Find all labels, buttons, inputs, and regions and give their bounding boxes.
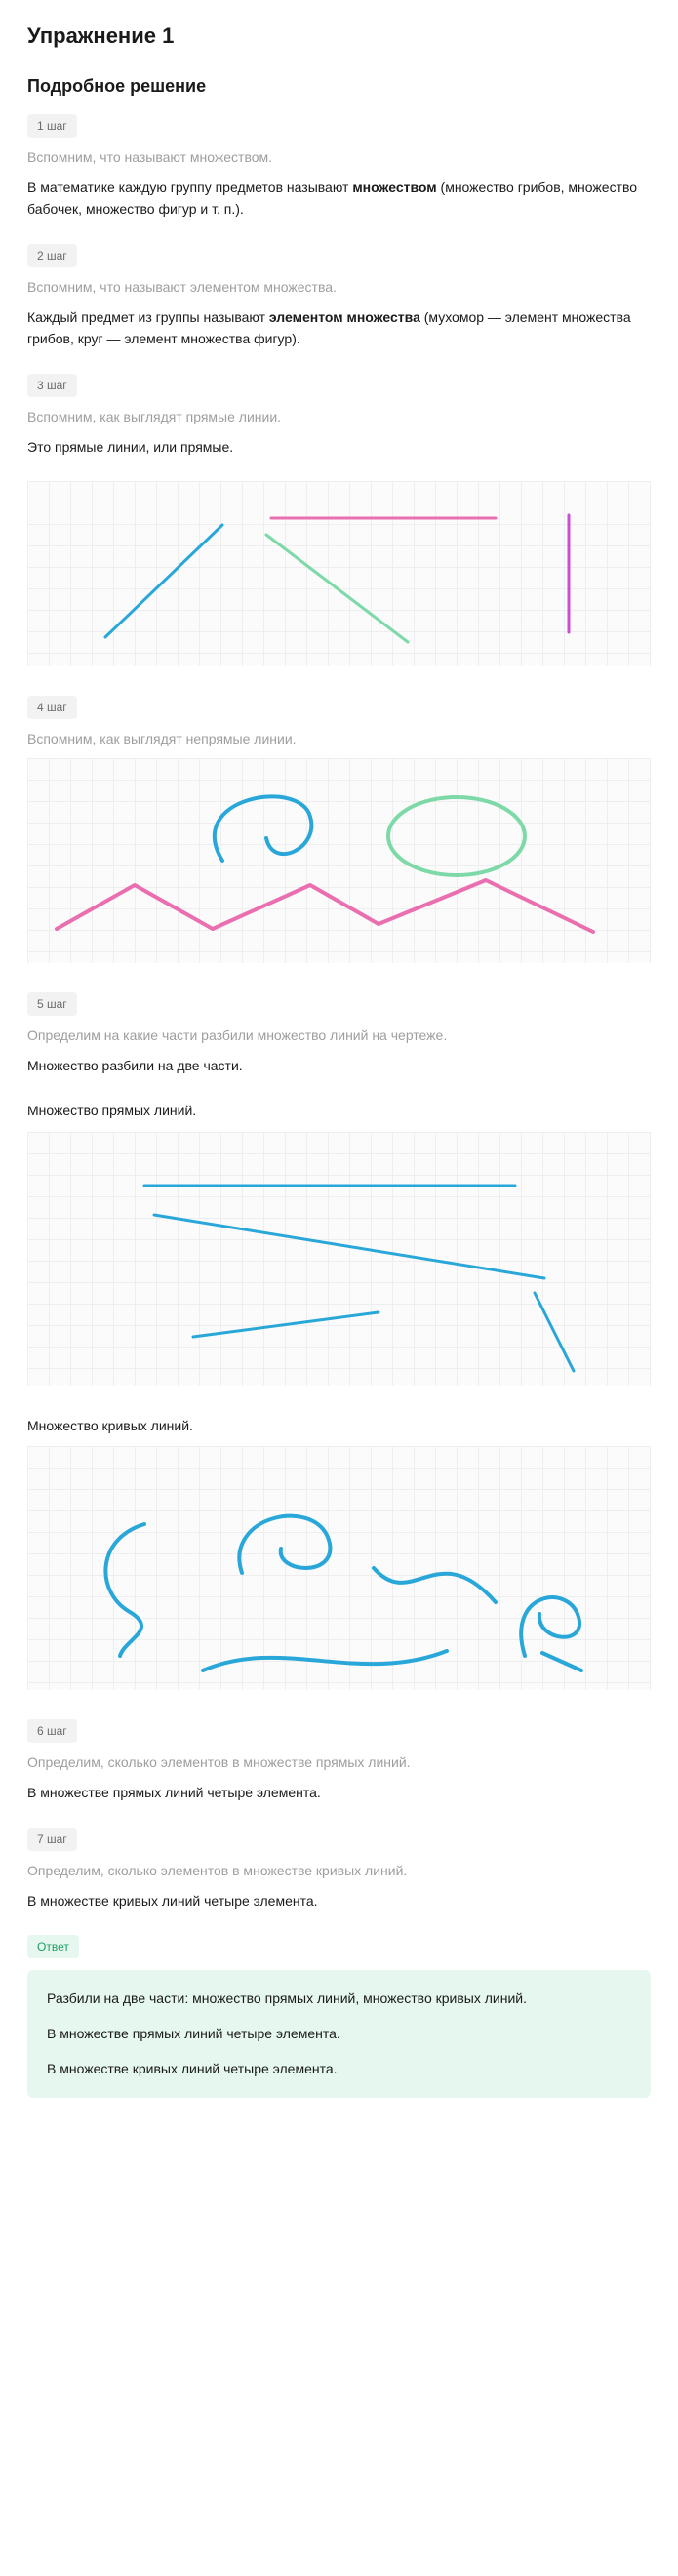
step-text: В множестве кривых линий четыре элемента… [27, 1890, 651, 1912]
step-sub: Вспомним, что называют множеством. [27, 149, 651, 165]
step-badge: 4 шаг [27, 696, 77, 719]
text-bold: элементом множества [269, 309, 420, 325]
page-container: Упражнение 1 Подробное решение 1 шаг Всп… [0, 0, 678, 2121]
diagram-curved-set [27, 1446, 651, 1690]
text-bold: множеством [352, 180, 436, 195]
set-label: Множество кривых линий. [27, 1415, 651, 1436]
text-pre: В математике каждую группу предметов наз… [27, 180, 352, 195]
page-title: Упражнение 1 [27, 23, 651, 49]
step-sub: Вспомним, как выглядят прямые линии. [27, 409, 651, 424]
step-badge: 5 шаг [27, 992, 77, 1016]
diagram-straight-lines [27, 481, 651, 666]
step-badge: 6 шаг [27, 1719, 77, 1743]
step-text: В математике каждую группу предметов наз… [27, 177, 651, 221]
step-badge: 1 шаг [27, 114, 77, 138]
answer-line: В множестве прямых линий четыре элемента… [47, 2023, 631, 2046]
straight-set-svg [27, 1132, 651, 1386]
step-sub: Вспомним, как выглядят непрямые линии. [27, 731, 651, 746]
step-sub: Определим, сколько элементов в множестве… [27, 1754, 651, 1770]
curved-set-svg [27, 1446, 651, 1690]
step-sub: Определим, сколько элементов в множестве… [27, 1863, 651, 1878]
step-text: Это прямые линии, или прямые. [27, 436, 651, 458]
lines-svg [27, 481, 651, 666]
text-pre: Каждый предмет из группы называют [27, 309, 269, 325]
step-sub: Вспомним, что называют элементом множест… [27, 279, 651, 295]
diagram-straight-set [27, 1132, 651, 1386]
answer-badge: Ответ [27, 1935, 79, 1958]
curves-svg [27, 758, 651, 963]
answer-box: Разбили на две части: множество прямых л… [27, 1970, 651, 2098]
step-badge: 7 шаг [27, 1828, 77, 1851]
step-badge: 3 шаг [27, 374, 77, 397]
answer-line: Разбили на две части: множество прямых л… [47, 1988, 631, 2011]
answer-line: В множестве кривых линий четыре элемента… [47, 2058, 631, 2081]
step-text: Множество разбили на две части. [27, 1055, 651, 1076]
step-text: Каждый предмет из группы называют элемен… [27, 306, 651, 350]
diagram-curved-lines [27, 758, 651, 963]
step-text: В множестве прямых линий четыре элемента… [27, 1782, 651, 1803]
section-subtitle: Подробное решение [27, 76, 651, 97]
set-label: Множество прямых линий. [27, 1100, 651, 1121]
step-badge: 2 шаг [27, 244, 77, 267]
step-sub: Определим на какие части разбили множест… [27, 1027, 651, 1043]
